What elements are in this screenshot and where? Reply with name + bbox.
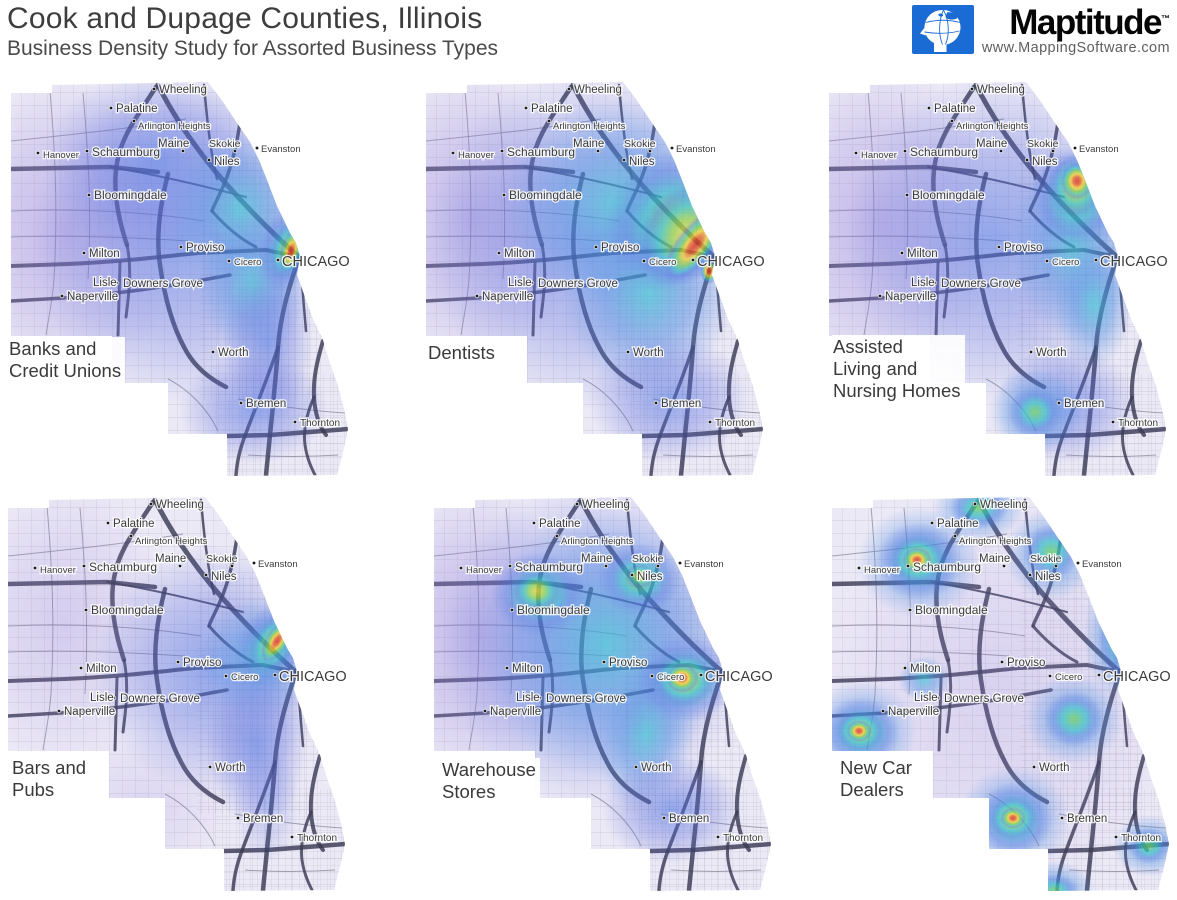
header: Cook and Dupage Counties, Illinois Busin… [7, 2, 1170, 61]
heat-blob [1110, 622, 1136, 668]
heat-blob [1056, 239, 1132, 369]
caption-line: New Car [840, 757, 912, 778]
caption-line: Pubs [12, 778, 55, 800]
heat-blob [1044, 691, 1104, 747]
map-panel-banks: Banks and Credit Unions [8, 79, 353, 485]
caption-line: Living and [833, 357, 918, 379]
heat-blob [1060, 162, 1094, 200]
caption-line: Credit Unions [9, 359, 122, 381]
density-map-bars-pubs [5, 494, 350, 900]
panel-caption-new-car-dealers: New Car Dealers [839, 756, 916, 803]
caption-line: Assisted [833, 336, 903, 357]
logo-wordmark: Maptitude™ [1009, 3, 1170, 42]
heat-layer-dentists [426, 82, 748, 464]
heat-blob [707, 569, 739, 659]
map-panel-new-car-dealers: New Car Dealers [829, 494, 1174, 900]
heat-layer-warehouse-stores [434, 497, 751, 864]
heat-blob [1008, 387, 1062, 437]
logo-tagline: www.MappingSoftware.com [981, 40, 1170, 56]
caption-line: Dentists [428, 342, 495, 363]
page-title: Cook and Dupage Counties, Illinois [7, 2, 483, 35]
caption-line: Stores [442, 780, 496, 802]
heat-layer-banks [11, 82, 333, 464]
density-map-warehouse-stores [431, 494, 776, 900]
maptitude-logo: Maptitude™ www.MappingSoftware.com [911, 3, 1170, 56]
caption-line: Warehouse [442, 759, 536, 780]
map-panel-assisted-living: Assisted Living and Nursing Homes [826, 79, 1171, 485]
heat-blob [1117, 634, 1131, 660]
panel-caption-bars-pubs: Bars and Pubs [11, 756, 91, 803]
density-map-new-car-dealers [829, 494, 1174, 900]
heat-blob [512, 570, 562, 612]
heat-blob [1000, 807, 1026, 829]
map-panel-warehouse-stores: Warehouse Stores [431, 494, 776, 900]
caption-line: Nursing Homes [833, 379, 961, 401]
map-panel-dentists: Dentists [423, 79, 768, 485]
caption-line: Banks and [9, 338, 97, 359]
panel-caption-warehouse-stores: Warehouse Stores [441, 758, 540, 805]
heat-blob [235, 744, 299, 864]
page-subtitle: Business Density Study for Assorted Busi… [7, 37, 499, 60]
heat-blob [846, 720, 872, 742]
density-map-assisted-living [826, 79, 1171, 485]
panel-caption-banks: Banks and Credit Unions [8, 337, 126, 384]
panel-caption-assisted-living: Assisted Living and Nursing Homes [832, 335, 965, 404]
heat-blob [601, 754, 741, 864]
caption-line: Dealers [840, 778, 904, 800]
maptitude-logo-icon [911, 5, 974, 54]
heat-blob [60, 734, 230, 874]
caption-line: Bars and [12, 757, 87, 778]
density-map-banks [8, 79, 353, 485]
panel-caption-dentists: Dentists [427, 341, 499, 366]
map-panel-bars-pubs: Bars and Pubs [5, 494, 350, 900]
density-map-dentists [423, 79, 768, 485]
